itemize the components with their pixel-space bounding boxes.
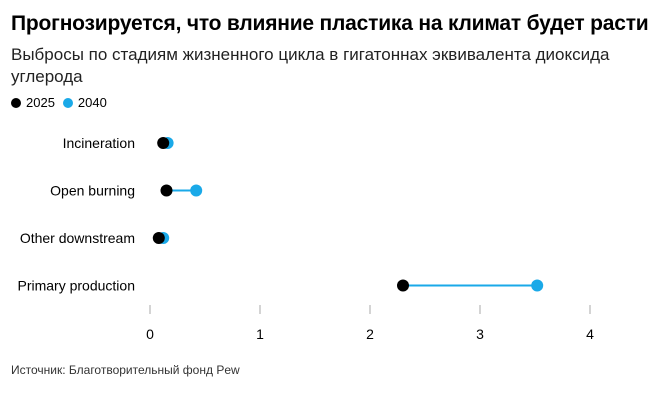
legend-marker-2025 bbox=[11, 97, 21, 108]
legend: 2025 2040 bbox=[11, 95, 115, 110]
category-label-primary-production: Primary production bbox=[18, 278, 136, 294]
legend-marker-2040 bbox=[62, 97, 73, 108]
x-tick-label-0: 0 bbox=[146, 326, 154, 342]
x-tick-label-3: 3 bbox=[476, 326, 484, 342]
point-2025-incineration bbox=[157, 137, 170, 149]
legend-item-2040: 2040 bbox=[62, 95, 107, 110]
chart-title: Прогнозируется, что влияние пластика на … bbox=[11, 12, 649, 35]
category-label-open-burning: Open burning bbox=[50, 183, 135, 199]
chart-subtitle: Выбросы по стадиям жизненного цикла в ги… bbox=[11, 45, 610, 86]
category-label-other-downstream: Other downstream bbox=[20, 230, 135, 246]
x-tick-label-1: 1 bbox=[256, 326, 264, 342]
source-note: Источник: Благотворительный фонд Pew bbox=[11, 363, 240, 377]
x-tick-label-4: 4 bbox=[586, 326, 594, 342]
legend-label-2025: 2025 bbox=[26, 95, 55, 110]
category-label-incineration: Incineration bbox=[63, 135, 135, 151]
point-2025-primary-production bbox=[397, 279, 409, 292]
point-2040-open-burning bbox=[190, 184, 203, 197]
legend-item-2025: 2025 bbox=[11, 95, 55, 110]
x-tick-label-2: 2 bbox=[366, 326, 374, 342]
point-2025-other-downstream bbox=[152, 232, 165, 244]
legend-label-2040: 2040 bbox=[77, 95, 107, 110]
point-2040-primary-production bbox=[531, 279, 544, 292]
point-2025-open-burning bbox=[160, 184, 173, 197]
